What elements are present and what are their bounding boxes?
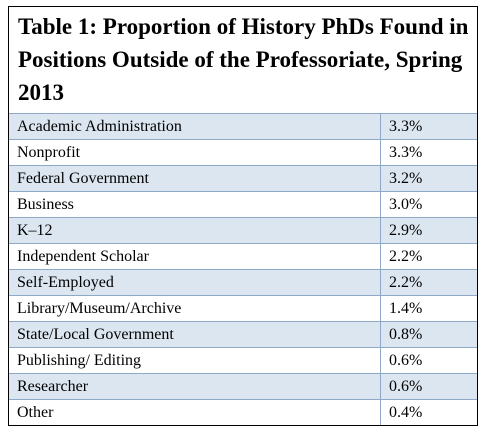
table-row: Library/Museum/Archive 1.4% bbox=[9, 295, 477, 322]
position-cell: Independent Scholar bbox=[9, 243, 381, 270]
proportion-cell: 3.0% bbox=[380, 191, 477, 218]
table-frame: Table 1: Proportion of History PhDs Foun… bbox=[8, 6, 478, 426]
table-row: Publishing/ Editing 0.6% bbox=[9, 347, 477, 374]
table-row: Researcher 0.6% bbox=[9, 373, 477, 400]
position-cell: Other bbox=[9, 399, 381, 425]
proportion-cell: 2.2% bbox=[380, 269, 477, 296]
position-cell: Federal Government bbox=[9, 165, 381, 192]
proportion-cell: 3.3% bbox=[380, 139, 477, 166]
proportion-cell: 3.2% bbox=[380, 165, 477, 192]
position-cell: Academic Administration bbox=[9, 113, 381, 140]
position-cell: Self-Employed bbox=[9, 269, 381, 296]
table-row: Self-Employed 2.2% bbox=[9, 269, 477, 296]
table-body: Academic Administration 3.3% Nonprofit 3.3%… bbox=[9, 113, 477, 425]
position-cell: State/Local Government bbox=[9, 321, 381, 348]
proportion-cell: 1.4% bbox=[380, 295, 477, 322]
position-cell: K–12 bbox=[9, 217, 381, 244]
proportion-cell: 2.9% bbox=[380, 217, 477, 244]
table-row: Independent Scholar 2.2% bbox=[9, 243, 477, 270]
proportion-cell: 0.8% bbox=[380, 321, 477, 348]
position-cell: Publishing/ Editing bbox=[9, 347, 381, 374]
table-row: Academic Administration 3.3% bbox=[9, 113, 477, 140]
table-row: State/Local Government 0.8% bbox=[9, 321, 477, 348]
proportion-cell: 0.4% bbox=[380, 399, 477, 425]
table-row: Other 0.4% bbox=[9, 399, 477, 425]
data-table: Academic Administration 3.3% Nonprofit 3.3%… bbox=[9, 113, 477, 425]
position-cell: Nonprofit bbox=[9, 139, 381, 166]
proportion-cell: 0.6% bbox=[380, 373, 477, 400]
table-row: Business 3.0% bbox=[9, 191, 477, 218]
table-row: Nonprofit 3.3% bbox=[9, 139, 477, 166]
proportion-cell: 2.2% bbox=[380, 243, 477, 270]
position-cell: Business bbox=[9, 191, 381, 218]
table-title: Table 1: Proportion of History PhDs Foun… bbox=[18, 14, 469, 105]
table-row: K–12 2.9% bbox=[9, 217, 477, 244]
proportion-cell: 3.3% bbox=[380, 113, 477, 140]
position-cell: Researcher bbox=[9, 373, 381, 400]
proportion-cell: 0.6% bbox=[380, 347, 477, 374]
table-row: Federal Government 3.2% bbox=[9, 165, 477, 192]
position-cell: Library/Museum/Archive bbox=[9, 295, 381, 322]
